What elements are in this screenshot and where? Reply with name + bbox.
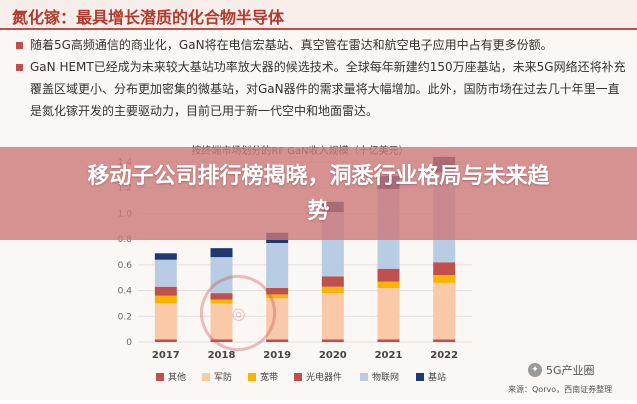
x-tick-label: 2018 [208,350,236,361]
bar-segment [154,339,177,342]
y-tick-label: 0.8 [118,235,133,245]
bar-segment [377,281,400,288]
x-tick-label: 2019 [263,350,291,361]
bullet-item: GaN HEMT已经成为未来较大基站功率放大器的候选技术。全球每年新建约150万… [14,56,626,122]
bar-segment [433,339,456,342]
wechat-icon: ✦ [528,363,542,377]
bar-segment [321,276,344,287]
bar-segment [210,248,233,258]
bar-segment [321,293,344,340]
slide-header: 氮化镓：最具增长潜质的化合物半导体 [0,0,637,30]
bar-segment [377,288,400,340]
legend-swatch [416,373,424,381]
headline-text: 移动子公司排行榜揭晓，洞悉行业格局与未来趋势 [87,163,550,224]
bar-segment [266,288,289,295]
bar-segment [377,339,400,342]
slide-title: 氮化镓：最具增长潜质的化合物半导体 [12,8,285,27]
account-watermark: ✦ 5G产业圈 [528,362,595,378]
bar-segment [210,257,233,294]
legend-label: 光电器件 [306,371,342,383]
bar-segment [266,294,289,299]
source-note: 来源：Qorvo，西南证券整理 [508,385,613,394]
bar-segment [266,298,289,340]
x-tick-label: 2022 [430,350,458,361]
legend-swatch [294,373,302,381]
legend-label: 军防 [214,371,232,383]
bar-segment [154,286,177,296]
x-tick-label: 2021 [375,350,403,361]
legend-label: 宽带 [260,371,278,383]
bar-segment [266,339,289,342]
bar-segment [154,253,177,260]
bar-segment [433,262,456,276]
bar-segment [266,243,289,288]
x-tick-label: 2020 [319,350,347,361]
bar-segment [321,286,344,294]
legend-label: 物联网 [372,371,399,383]
bar-segment [210,293,233,300]
legend-swatch [202,373,210,381]
bar-segment [433,275,456,283]
bar-segment [377,268,400,282]
bar-segment [154,259,177,287]
bar-segment [433,282,456,340]
legend-swatch [156,373,164,381]
legend-label: 基站 [428,371,446,383]
account-name: 5G产业圈 [546,364,595,377]
headline-banner: 移动子公司排行榜揭晓，洞悉行业格局与未来趋势 [0,147,637,240]
x-tick-label: 2017 [152,350,180,361]
legend-swatch [360,373,368,381]
bullet-list: 随着5G高频通信的商业化，GaN将在电信宏基站、真空管在雷达和航空电子应用中占有… [14,34,626,122]
bar-segment [210,299,233,304]
y-tick-label: 0.6 [118,261,133,271]
bar-segment [154,295,177,304]
bar-segment [210,339,233,342]
bullet-item: 随着5G高频通信的商业化，GaN将在电信宏基站、真空管在雷达和航空电子应用中占有… [14,34,626,56]
legend-swatch [248,373,256,381]
bar-segment [321,339,344,342]
y-tick-label: 0.2 [118,312,132,322]
bar-segment [154,303,177,340]
y-tick-label: 0.4 [118,287,133,297]
bar-segment [210,303,233,340]
legend-label: 其他 [168,371,186,383]
y-tick-label: 0 [126,338,132,348]
